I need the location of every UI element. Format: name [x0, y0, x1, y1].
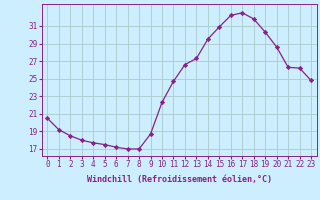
X-axis label: Windchill (Refroidissement éolien,°C): Windchill (Refroidissement éolien,°C) [87, 175, 272, 184]
